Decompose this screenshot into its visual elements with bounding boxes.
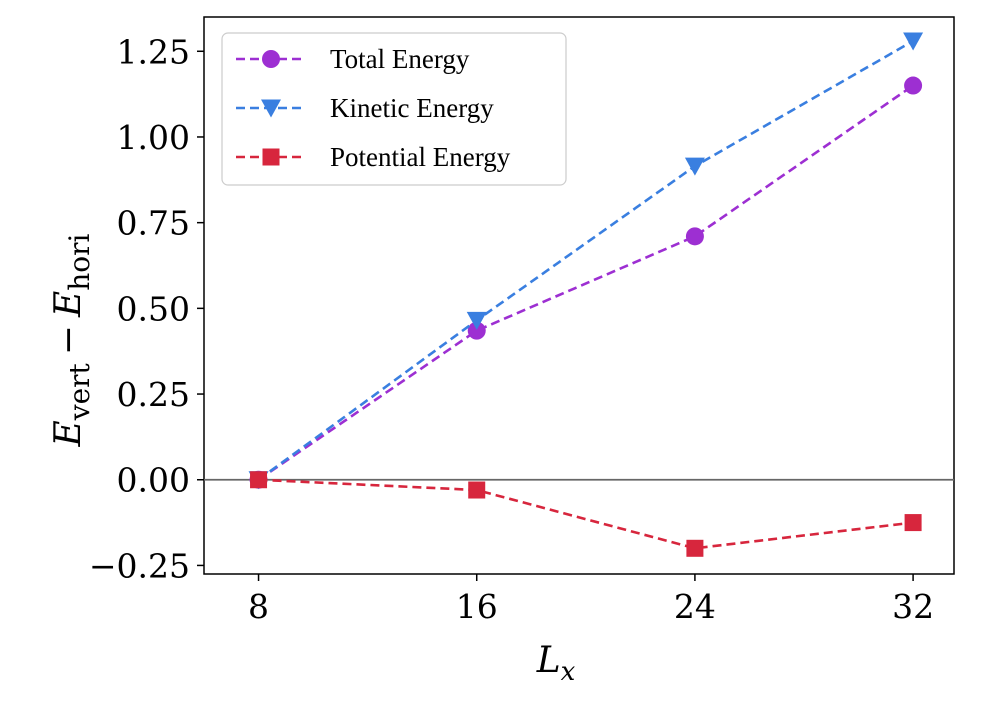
- legend-marker: [262, 148, 280, 166]
- series-potential-energy: [250, 471, 922, 557]
- legend-marker: [262, 50, 280, 68]
- y-tick-label: 0.50: [117, 289, 190, 328]
- series-layer: [248, 32, 924, 557]
- legend-item-kinetic-energy: Kinetic Energy: [236, 93, 494, 123]
- y-axis-label-e2: E: [48, 291, 89, 318]
- series-line-potential-energy: [258, 478, 914, 550]
- data-point-potential-energy: [904, 514, 922, 532]
- legend-label: Kinetic Energy: [330, 93, 494, 123]
- plot-area: [203, 16, 955, 575]
- x-axis-label-subscript: x: [561, 657, 576, 687]
- data-point-kinetic-energy: [684, 157, 705, 176]
- y-tick-label: 1.25: [117, 32, 190, 71]
- legend: Total Energy Kinetic Energy Potential Ener…: [221, 32, 567, 186]
- y-axis-label-minus: −: [48, 325, 89, 355]
- y-axis-label-sub2: hori: [63, 233, 96, 290]
- y-tick-label: 0.75: [117, 204, 190, 243]
- series-line-kinetic-energy: [257, 39, 914, 481]
- data-point-potential-energy: [686, 539, 704, 557]
- y-tick-label: −0.25: [89, 546, 190, 585]
- y-axis-label-e1: E: [48, 420, 89, 447]
- data-point-potential-energy: [250, 471, 268, 489]
- x-axis: 8 16 24 32: [248, 574, 934, 626]
- y-tick-label: 0.25: [117, 375, 190, 414]
- x-tick-label: 24: [674, 587, 716, 626]
- y-axis-label-sub1: vert: [63, 362, 96, 421]
- legend-label: Total Energy: [330, 44, 470, 74]
- data-point-kinetic-energy: [466, 311, 487, 330]
- x-tick-label: 8: [248, 587, 269, 626]
- series-line-total-energy: [257, 84, 914, 481]
- x-tick-label: 32: [892, 587, 934, 626]
- data-point-kinetic-energy: [903, 32, 924, 51]
- y-axis: −0.25 0.00 0.25 0.50 0.75 1.00 1.25: [89, 32, 204, 585]
- y-axis-label: Evert − Ehori: [48, 233, 96, 447]
- data-point-total-energy: [904, 76, 923, 95]
- legend-item-potential-energy: Potential Energy: [236, 142, 511, 172]
- data-point-total-energy: [685, 227, 704, 246]
- legend-box: [221, 32, 567, 186]
- data-point-potential-energy: [468, 481, 486, 499]
- legend-label: Potential Energy: [330, 142, 511, 172]
- x-tick-label: 16: [456, 587, 498, 626]
- x-axis-label-base: L: [536, 640, 561, 681]
- data-point-total-energy: [467, 321, 486, 340]
- legend-item-total-energy: Total Energy: [236, 44, 470, 74]
- y-tick-label: 1.00: [117, 118, 190, 157]
- y-tick-label: 0.00: [117, 461, 190, 500]
- x-axis-label: Lx: [536, 640, 576, 687]
- legend-marker: [261, 99, 281, 118]
